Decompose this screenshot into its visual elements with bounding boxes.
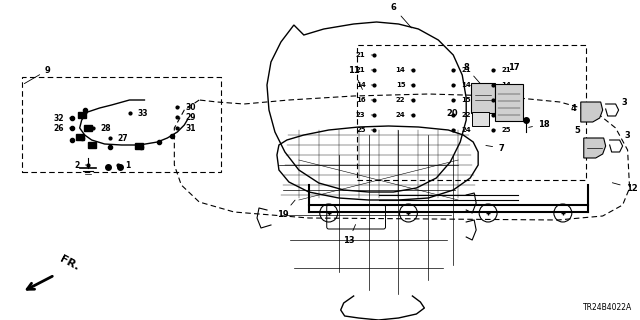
Bar — [84, 125, 92, 131]
Text: 9: 9 — [24, 66, 51, 84]
Text: 24: 24 — [453, 127, 471, 133]
Text: 23: 23 — [493, 112, 511, 118]
Text: 8: 8 — [463, 63, 483, 86]
FancyBboxPatch shape — [471, 83, 495, 113]
Text: 3: 3 — [625, 131, 630, 140]
Text: 14: 14 — [396, 67, 413, 73]
Text: 6: 6 — [390, 3, 412, 28]
Text: 15: 15 — [453, 97, 471, 103]
Text: 7: 7 — [486, 143, 504, 153]
Text: 21: 21 — [356, 67, 374, 73]
Polygon shape — [584, 138, 605, 158]
Text: 21: 21 — [356, 52, 374, 58]
Bar — [88, 142, 95, 148]
Text: 28: 28 — [93, 124, 111, 132]
Text: 12: 12 — [612, 183, 637, 193]
Text: 14: 14 — [453, 82, 471, 88]
Text: 16: 16 — [356, 97, 374, 103]
Text: 33: 33 — [129, 108, 148, 117]
Text: 21: 21 — [493, 67, 511, 73]
Polygon shape — [580, 102, 603, 122]
Bar — [136, 143, 143, 149]
Text: 15: 15 — [396, 82, 413, 88]
FancyBboxPatch shape — [495, 84, 523, 121]
Text: 14: 14 — [493, 82, 511, 88]
Text: 25: 25 — [356, 127, 374, 133]
Text: 17: 17 — [508, 63, 520, 72]
Text: 19: 19 — [277, 200, 295, 219]
Text: 18: 18 — [529, 119, 550, 129]
Bar — [76, 134, 84, 140]
Text: 29: 29 — [177, 113, 196, 122]
Text: 16: 16 — [493, 97, 511, 103]
Text: 2: 2 — [74, 161, 88, 170]
Text: 26: 26 — [53, 124, 72, 132]
Text: 11: 11 — [348, 66, 362, 90]
Text: 32: 32 — [53, 114, 72, 123]
Text: 23: 23 — [356, 112, 374, 118]
Text: 5: 5 — [574, 126, 580, 135]
Text: 4: 4 — [571, 103, 577, 113]
Text: 20: 20 — [447, 108, 458, 117]
Text: TR24B4022A: TR24B4022A — [583, 303, 632, 312]
Text: FR.: FR. — [58, 253, 81, 272]
Text: 25: 25 — [493, 127, 511, 133]
Text: 13: 13 — [343, 225, 356, 245]
Text: 24: 24 — [396, 112, 413, 118]
Text: 3: 3 — [621, 98, 627, 107]
Bar — [77, 112, 86, 118]
Text: 30: 30 — [177, 102, 196, 111]
FancyBboxPatch shape — [472, 111, 488, 125]
Text: 31: 31 — [177, 124, 196, 132]
Text: 22: 22 — [396, 97, 413, 103]
Text: 22: 22 — [453, 112, 471, 118]
Text: 21: 21 — [453, 67, 471, 73]
Text: 27: 27 — [109, 133, 128, 142]
Text: 14: 14 — [356, 82, 374, 88]
Text: 1: 1 — [118, 161, 131, 170]
